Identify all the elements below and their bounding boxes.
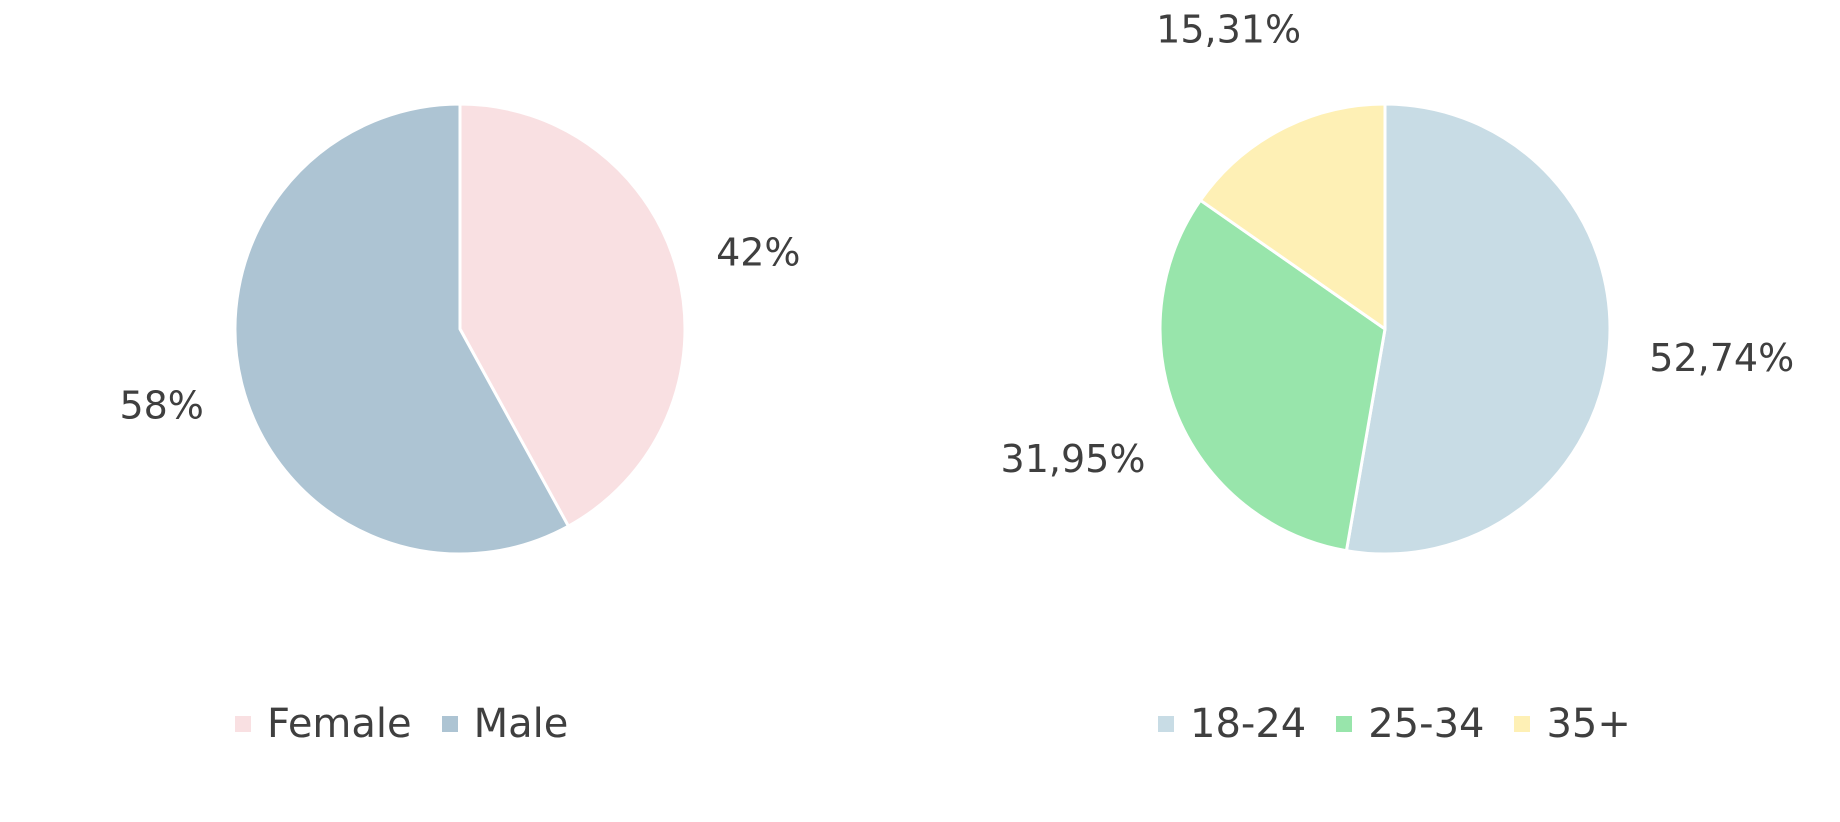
legend-swatch-male: [441, 716, 458, 732]
legend-item-male[interactable]: Male: [441, 700, 569, 748]
legend-label-25-34: 25-34: [1368, 701, 1485, 747]
legend-label-35-plus: 35+: [1546, 701, 1631, 747]
slice-value-label-male: 58%: [119, 384, 203, 428]
legend-swatch-female: [235, 716, 251, 732]
slice-value-label-25-34: 31,95%: [1001, 437, 1146, 481]
pie-slice-female[interactable]: [458, 102, 687, 528]
slice-value-label-female: 42%: [716, 230, 800, 274]
legend-label-male: Male: [473, 701, 569, 747]
slice-value-label-35-plus: 15,31%: [1156, 7, 1301, 51]
age-pie-chart: 52,74% 31,95% 15,31%: [1001, 7, 1794, 556]
legend-item-female[interactable]: Female: [235, 700, 412, 748]
legend-item-18-24[interactable]: 18-24: [1158, 700, 1306, 748]
legend-item-25-34[interactable]: 25-34: [1336, 700, 1484, 748]
legend-label-female: Female: [267, 701, 412, 747]
pie-slice-18-24[interactable]: [1344, 102, 1612, 556]
gender-pie-chart: 42% 58%: [119, 102, 801, 556]
legend-swatch-25-34: [1336, 716, 1353, 732]
age-legend: 18-24 25-34 35+: [1158, 700, 1631, 748]
pie-slice-25-34[interactable]: [1158, 198, 1387, 553]
legend-label-18-24: 18-24: [1190, 701, 1307, 747]
gender-legend: Female Male: [235, 700, 568, 748]
slice-value-label-18-24: 52,74%: [1649, 336, 1794, 380]
pie-slice-male[interactable]: [233, 102, 570, 556]
legend-swatch-18-24: [1158, 716, 1174, 732]
legend-swatch-35-plus: [1514, 716, 1531, 732]
pie-slice-35-plus[interactable]: [1198, 102, 1387, 331]
legend-item-35-plus[interactable]: 35+: [1514, 700, 1631, 748]
